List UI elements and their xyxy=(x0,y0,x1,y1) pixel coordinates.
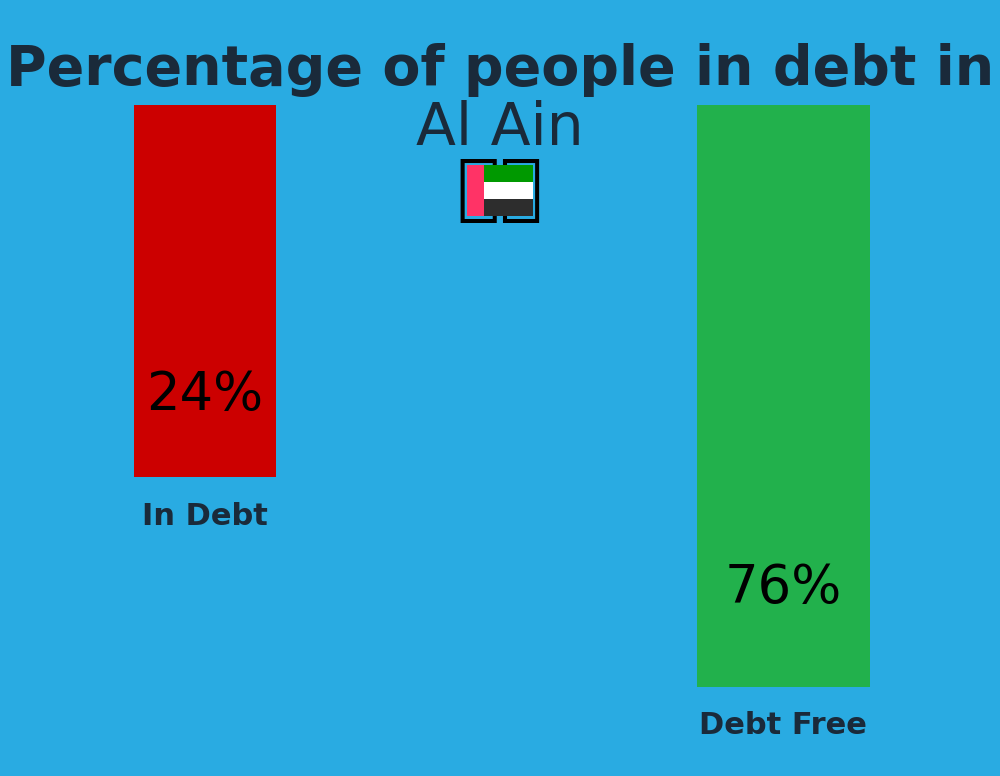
Text: 76%: 76% xyxy=(725,562,842,614)
Text: 🇦🇪: 🇦🇪 xyxy=(457,156,543,224)
Text: Debt Free: Debt Free xyxy=(699,711,867,740)
Text: 24%: 24% xyxy=(146,369,264,421)
Text: Percentage of people in debt in: Percentage of people in debt in xyxy=(6,43,994,97)
Bar xyxy=(467,165,484,216)
Bar xyxy=(484,199,533,216)
Bar xyxy=(134,105,276,477)
Bar xyxy=(484,165,533,182)
Bar xyxy=(484,182,533,199)
Text: Al Ain: Al Ain xyxy=(416,99,584,157)
Bar xyxy=(697,105,870,687)
Text: In Debt: In Debt xyxy=(142,501,268,531)
